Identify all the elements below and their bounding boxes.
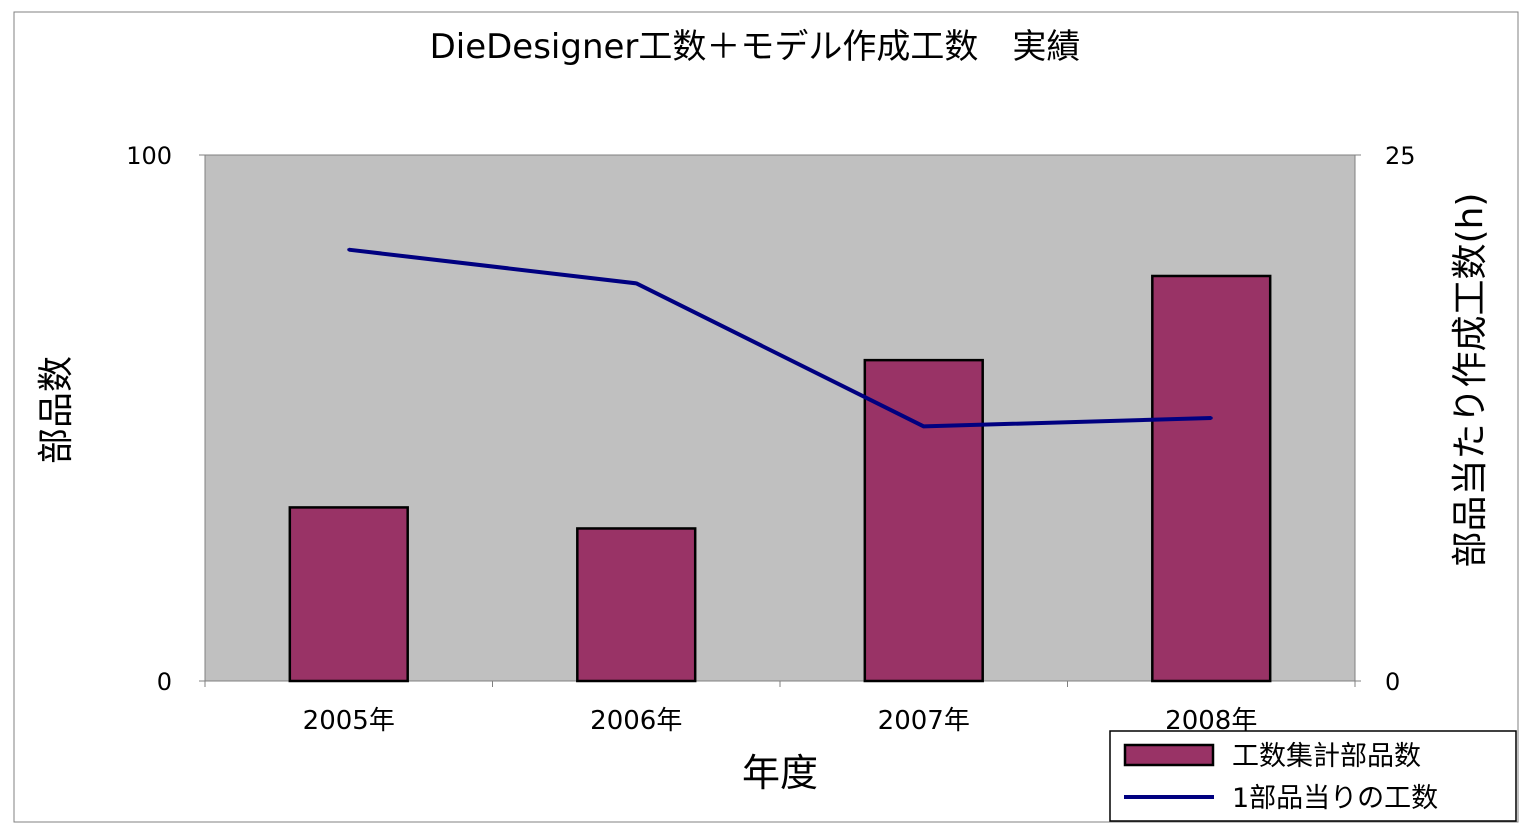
right-tick-label: 0 [1385,668,1400,696]
y-axis-title-left: 部品数 [36,356,77,464]
chart-title: DieDesigner工数＋モデル作成工数 実績 [430,27,1081,67]
x-axis-title: 年度 [742,751,818,795]
y-axis-title-right: 部品当たり作成工数(h) [1450,193,1491,568]
left-tick-label: 0 [157,668,172,696]
x-tick-label: 2006年 [590,706,682,736]
right-tick-label: 25 [1385,142,1416,170]
line-point-2007年 [922,424,926,428]
bar-2005年 [288,506,409,683]
line-point-2008年 [1209,416,1213,420]
bar-2007年 [863,358,984,683]
bar-2008年 [1151,274,1272,683]
x-tick-label: 2007年 [878,706,970,736]
x-tick-label: 2005年 [303,706,395,736]
left-tick-label: 100 [126,142,172,170]
line-point-2005年 [347,248,351,252]
bar-2006年 [576,527,697,683]
legend-label-line: 1部品当りの工数 [1232,783,1438,814]
line-point-2006年 [634,281,638,285]
legend-swatch-bar [1123,743,1215,767]
legend-label-bar: 工数集計部品数 [1232,741,1421,772]
series-line-1部品当りの工数 [348,247,1212,429]
